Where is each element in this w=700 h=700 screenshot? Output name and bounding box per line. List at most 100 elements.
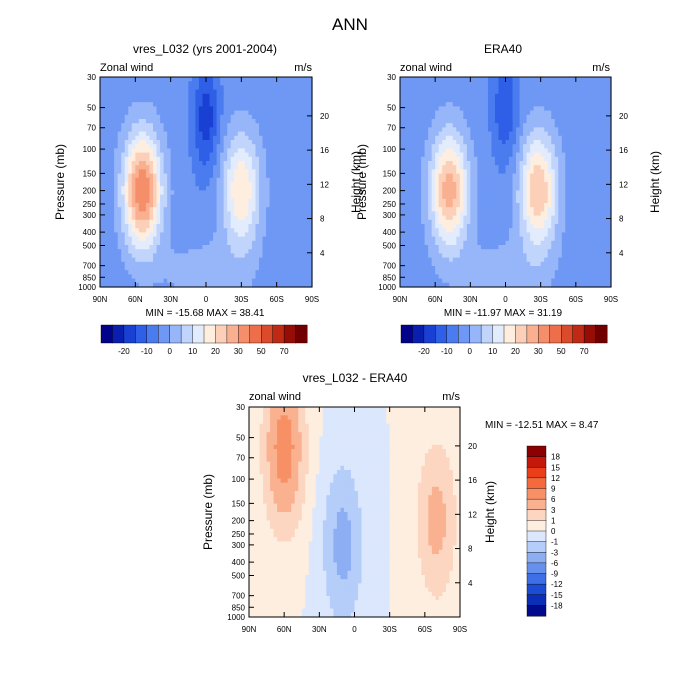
field-cell [544, 106, 549, 112]
field-cell [227, 261, 232, 267]
field-cell [280, 228, 285, 233]
field-cell [167, 165, 172, 170]
field-cell [202, 224, 207, 229]
field-cell [100, 240, 105, 246]
field-cell [103, 119, 108, 124]
field-cell [290, 219, 295, 225]
field-cell [459, 89, 464, 95]
field-cell [177, 219, 182, 225]
field-cell [117, 110, 122, 116]
field-cell [273, 156, 278, 162]
field-cell [206, 131, 211, 137]
field-cell [304, 106, 310, 112]
field-cell [442, 81, 447, 86]
field-cell [195, 266, 200, 271]
field-cell [174, 228, 179, 233]
field-cell [181, 207, 186, 212]
field-cell [188, 161, 193, 166]
field-cell [308, 186, 313, 191]
field-cell [308, 257, 313, 263]
field-cell [269, 165, 274, 170]
field-cell [237, 165, 242, 170]
field-cell [568, 148, 573, 154]
field-cell [410, 207, 415, 212]
field-cell [209, 198, 214, 204]
field-cell [244, 152, 249, 158]
field-cell [301, 165, 306, 170]
field-cell [421, 77, 426, 82]
field-cell [149, 190, 154, 196]
field-cell [255, 253, 260, 259]
field-cell [110, 152, 115, 158]
field-cell [276, 169, 281, 175]
field-cell [273, 266, 278, 271]
field-cell [244, 85, 249, 91]
field-cell [283, 93, 288, 99]
field-cell [241, 240, 246, 246]
field-cell [259, 127, 264, 133]
field-cell [251, 152, 257, 158]
field-cell [445, 177, 450, 183]
field-cell [540, 102, 545, 107]
field-cell [149, 169, 154, 175]
field-cell [255, 144, 260, 149]
field-cell [269, 140, 274, 145]
field-cell [107, 266, 112, 271]
field-cell [301, 156, 306, 162]
field-cell [516, 114, 521, 120]
field-cell [216, 81, 221, 86]
field-cell [431, 106, 436, 112]
field-cell [452, 207, 457, 212]
field-cell [195, 131, 200, 137]
field-cell [114, 110, 119, 116]
field-cell [290, 119, 295, 124]
field-cell [565, 203, 570, 208]
field-cell [473, 89, 478, 95]
field-cell [170, 245, 175, 250]
field-cell [607, 102, 612, 107]
field-cell [191, 186, 196, 191]
field-cell [290, 182, 295, 187]
field-cell [537, 77, 542, 82]
field-cell [283, 236, 288, 242]
field-cell [280, 182, 285, 187]
field-cell [435, 144, 440, 149]
field-cell [145, 278, 151, 284]
field-cell [110, 169, 115, 175]
field-cell [519, 144, 524, 149]
field-cell [280, 123, 285, 128]
field-cell [181, 190, 186, 196]
field-cell [145, 131, 151, 137]
field-cell [403, 148, 408, 154]
field-cell [149, 198, 154, 204]
field-cell [160, 148, 165, 154]
field-cell [287, 131, 292, 137]
field-cell [149, 110, 154, 116]
field-cell [491, 148, 496, 154]
field-cell [145, 257, 151, 263]
field-cell [421, 119, 426, 124]
field-cell [505, 81, 510, 86]
field-cell [177, 127, 182, 133]
field-cell [131, 165, 136, 170]
field-cell [202, 274, 207, 280]
field-cell [156, 211, 161, 217]
field-cell [223, 282, 228, 288]
field-cell [308, 85, 313, 91]
field-cell [177, 102, 182, 107]
field-cell [297, 98, 302, 103]
field-cell [103, 253, 108, 259]
field-cell [494, 110, 500, 116]
field-cell [237, 152, 242, 158]
field-cell [216, 270, 221, 275]
field-cell [565, 85, 570, 91]
field-cell [135, 232, 140, 238]
field-cell [596, 89, 602, 95]
field-cell [121, 266, 126, 271]
field-cell [216, 156, 221, 162]
field-cell [498, 77, 503, 82]
field-cell [491, 144, 496, 149]
field-cell [603, 123, 609, 128]
field-cell [568, 182, 573, 187]
field-cell [523, 152, 528, 158]
